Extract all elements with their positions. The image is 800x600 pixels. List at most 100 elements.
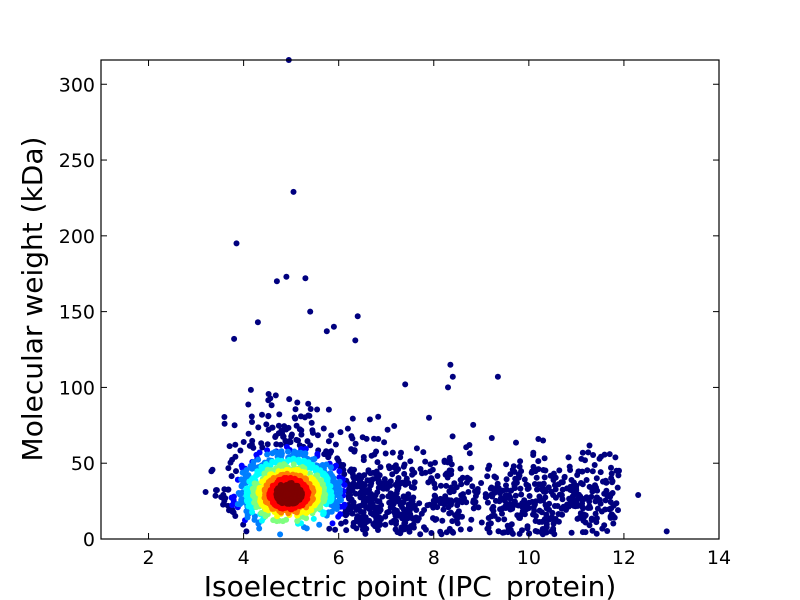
scatter-point — [212, 492, 219, 499]
scatter-point — [540, 467, 547, 473]
scatter-point — [259, 444, 266, 451]
scatter-point — [382, 521, 389, 528]
scatter-point — [538, 486, 545, 493]
scatter-point — [325, 438, 332, 445]
scatter-point — [243, 467, 250, 473]
scatter-point — [601, 490, 608, 497]
scatter-point — [447, 361, 454, 368]
scatter-point — [600, 478, 606, 485]
y-tick-label: 300 — [59, 74, 95, 96]
scatter-point — [400, 463, 407, 470]
scatter-point — [221, 414, 228, 420]
scatter-point — [608, 464, 614, 471]
scatter-point — [202, 489, 209, 495]
scatter-point — [335, 513, 342, 520]
scatter-point — [298, 427, 305, 434]
scatter-point — [263, 421, 270, 428]
scatter-point — [226, 443, 233, 450]
scatter-point — [272, 392, 279, 399]
scatter-point — [482, 491, 489, 498]
scatter-point — [488, 491, 495, 498]
scatter-point — [221, 420, 228, 427]
scatter-point — [457, 476, 464, 483]
scatter-point — [265, 426, 272, 433]
scatter-point — [478, 519, 485, 526]
scatter-point — [541, 474, 548, 481]
scatter-point — [407, 458, 414, 465]
scatter-point — [344, 425, 351, 432]
scatter-point — [392, 481, 399, 488]
scatter-point — [256, 525, 263, 532]
scatter-point — [428, 530, 435, 536]
scatter-point — [521, 476, 528, 483]
scatter-point — [492, 497, 499, 504]
scatter-point — [320, 425, 327, 432]
scatter-point — [458, 492, 465, 499]
scatter-point — [277, 531, 284, 538]
scatter-point — [607, 499, 614, 506]
scatter-point — [275, 422, 282, 429]
scatter-point — [585, 505, 592, 511]
scatter-point — [345, 489, 352, 495]
scatter-point — [472, 488, 478, 495]
scatter-point — [329, 520, 336, 527]
scatter-point — [488, 435, 495, 441]
scatter-point — [484, 499, 491, 506]
scatter-point — [354, 513, 361, 520]
scatter-point — [316, 521, 323, 528]
scatter-point — [283, 273, 290, 280]
scatter-point — [307, 406, 314, 412]
scatter-point — [427, 461, 434, 468]
scatter-point — [546, 516, 553, 523]
scatter-point — [594, 505, 601, 512]
scatter-point — [310, 515, 317, 522]
scatter-point — [593, 475, 600, 482]
x-axis-title: Isoelectric point (IPC_protein) — [204, 570, 617, 600]
scatter-point — [469, 483, 476, 490]
x-tick-label: 14 — [707, 547, 731, 569]
scatter-point — [314, 406, 321, 413]
scatter-point — [517, 458, 524, 465]
scatter-point — [231, 422, 238, 429]
scatter-point — [590, 452, 597, 458]
scatter-point — [449, 433, 456, 440]
scatter-point — [328, 464, 334, 471]
scatter-point — [425, 479, 432, 486]
scatter-point — [568, 477, 575, 483]
scatter-point — [568, 529, 575, 536]
scatter-point — [379, 493, 386, 500]
scatter-point — [466, 526, 473, 533]
scatter-point — [401, 470, 408, 477]
y-axis: 0 50 100 150 200 250 300 — [59, 74, 719, 551]
scatter-point — [550, 520, 557, 527]
scatter-point — [371, 435, 377, 442]
x-tick-label: 2 — [142, 547, 154, 569]
scatter-point — [228, 473, 235, 480]
scatter-point — [397, 454, 404, 461]
scatter-point — [535, 436, 542, 442]
scatter-point — [248, 413, 255, 420]
scatter-point — [526, 493, 533, 499]
scatter-points — [202, 57, 670, 538]
scatter-point — [255, 424, 262, 431]
scatter-point — [222, 495, 229, 502]
y-axis-title: Molecular weight (kDa) — [16, 137, 49, 462]
y-tick-label: 200 — [59, 226, 95, 248]
scatter-point — [536, 493, 543, 500]
scatter-point — [489, 505, 496, 512]
scatter-point — [213, 487, 220, 494]
scatter-point — [409, 471, 416, 478]
scatter-point — [446, 488, 453, 495]
scatter-point — [400, 493, 407, 500]
scatter-point — [352, 337, 359, 344]
scatter-point — [231, 335, 238, 342]
scatter-point — [487, 485, 494, 492]
scatter-point — [586, 483, 593, 490]
x-tick-label: 6 — [333, 547, 345, 569]
scatter-point — [532, 518, 539, 524]
scatter-point — [245, 430, 252, 437]
scatter-point — [434, 473, 441, 479]
scatter-point — [245, 401, 252, 408]
scatter-point — [259, 411, 265, 418]
scatter-point — [427, 468, 434, 475]
